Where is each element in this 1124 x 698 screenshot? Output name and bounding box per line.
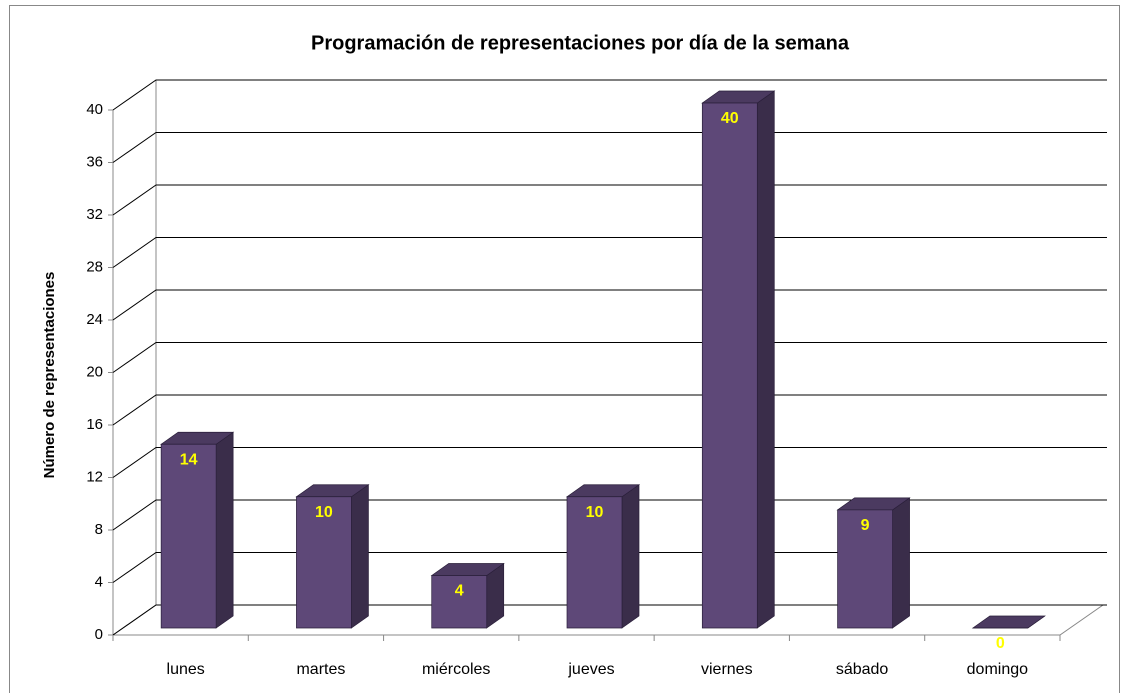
grid-line	[112, 184, 1107, 216]
grid-line	[112, 447, 1107, 478]
grid-line	[112, 342, 1107, 373]
value-label: 10	[315, 504, 333, 521]
y-tick-label: 16	[86, 416, 103, 433]
x-tick-label: lunes	[167, 661, 205, 678]
value-label: 10	[586, 504, 604, 521]
bar-front	[701, 102, 758, 629]
bar-side	[621, 484, 640, 629]
bar-side	[892, 497, 910, 629]
y-tick-label: 0	[95, 626, 103, 643]
x-tick-label: viernes	[701, 661, 753, 678]
chart-title: Programación de representaciones por día…	[311, 32, 850, 54]
bar	[701, 90, 776, 629]
value-label: 4	[455, 583, 464, 600]
grid-line	[112, 79, 1107, 111]
x-tick-label: domingo	[967, 661, 1028, 678]
bar	[430, 562, 505, 629]
y-tick-label: 8	[95, 521, 103, 538]
grid-line	[112, 604, 1107, 636]
value-label: 9	[861, 517, 870, 534]
value-label: 0	[996, 635, 1005, 652]
x-tick-label: sábado	[836, 661, 889, 678]
y-axis-label: Número de representaciones	[41, 272, 58, 479]
bar-side	[215, 431, 234, 629]
bar-side	[351, 484, 369, 629]
y-tick-label: 32	[86, 206, 103, 223]
bar-front	[431, 575, 488, 629]
y-tick-label: 36	[86, 153, 103, 170]
y-tick-label: 40	[86, 101, 103, 118]
bar	[836, 497, 911, 629]
bar-front	[566, 496, 623, 629]
x-tick-label: martes	[296, 661, 345, 678]
bar	[971, 615, 1046, 629]
bar	[295, 484, 370, 629]
bar-side	[756, 90, 775, 629]
grid-line	[112, 394, 1107, 426]
grid-line	[112, 552, 1107, 583]
grid-line	[112, 132, 1107, 163]
bar-front	[296, 496, 352, 629]
bar-front	[837, 509, 893, 629]
x-tick-label: miércoles	[422, 661, 490, 678]
y-tick-label: 20	[86, 363, 103, 380]
y-tick-label: 28	[86, 258, 103, 275]
grid-line	[112, 237, 1107, 268]
value-label: 14	[180, 451, 198, 468]
grid-line	[112, 499, 1107, 531]
y-tick-label: 24	[86, 311, 103, 328]
y-tick-label: 4	[95, 573, 103, 590]
y-tick-label: 12	[86, 468, 103, 485]
grid-line	[112, 289, 1107, 321]
x-tick-label: jueves	[567, 661, 614, 678]
bar	[565, 484, 641, 629]
value-label: 40	[721, 110, 739, 127]
bar	[160, 431, 235, 629]
bar-front	[160, 443, 217, 629]
